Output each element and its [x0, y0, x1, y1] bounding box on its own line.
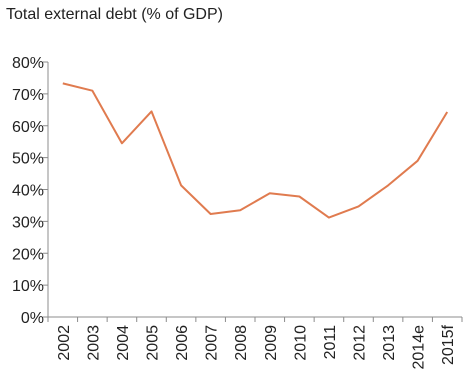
x-tick-label: 2003: [85, 325, 102, 361]
x-tick-label: 2005: [145, 325, 162, 361]
x-tick-label: 2004: [115, 325, 132, 361]
y-tick-label: 70%: [12, 87, 44, 104]
y-tick-label: 30%: [12, 214, 44, 231]
series-layer: [62, 82, 449, 219]
y-axis: 0% 10% 20% 30% 40% 50% 60% 70% 80%: [12, 55, 49, 327]
chart-title: Total external debt (% of GDP): [6, 6, 223, 23]
x-tick-label: 2010: [292, 325, 309, 361]
series-line: [62, 82, 449, 219]
y-tick-label: 0%: [21, 310, 44, 327]
x-tick-label: 2008: [233, 325, 250, 361]
x-axis: 2002 2003 2004 2005 2006 2007 2008 2009 2010 2011…: [47, 316, 463, 370]
x-tick-label: 2011: [322, 325, 339, 360]
x-tick-label: 2007: [204, 325, 221, 361]
x-tick-label: 2014e: [411, 325, 428, 370]
y-tick-label: 60%: [12, 119, 44, 136]
y-tick-label: 20%: [12, 246, 44, 263]
x-tick-label: 2015f: [440, 324, 457, 365]
x-tick-label: 2012: [352, 325, 369, 361]
x-tick-label: 2013: [381, 325, 398, 361]
x-tick-label: 2006: [174, 325, 191, 361]
y-tick-label: 80%: [12, 55, 44, 72]
y-tick-label: 50%: [12, 151, 44, 168]
x-tick-label: 2002: [56, 325, 73, 361]
y-tick-label: 40%: [12, 183, 44, 200]
x-tick-label: 2009: [263, 325, 280, 361]
y-tick-label: 10%: [12, 278, 44, 295]
